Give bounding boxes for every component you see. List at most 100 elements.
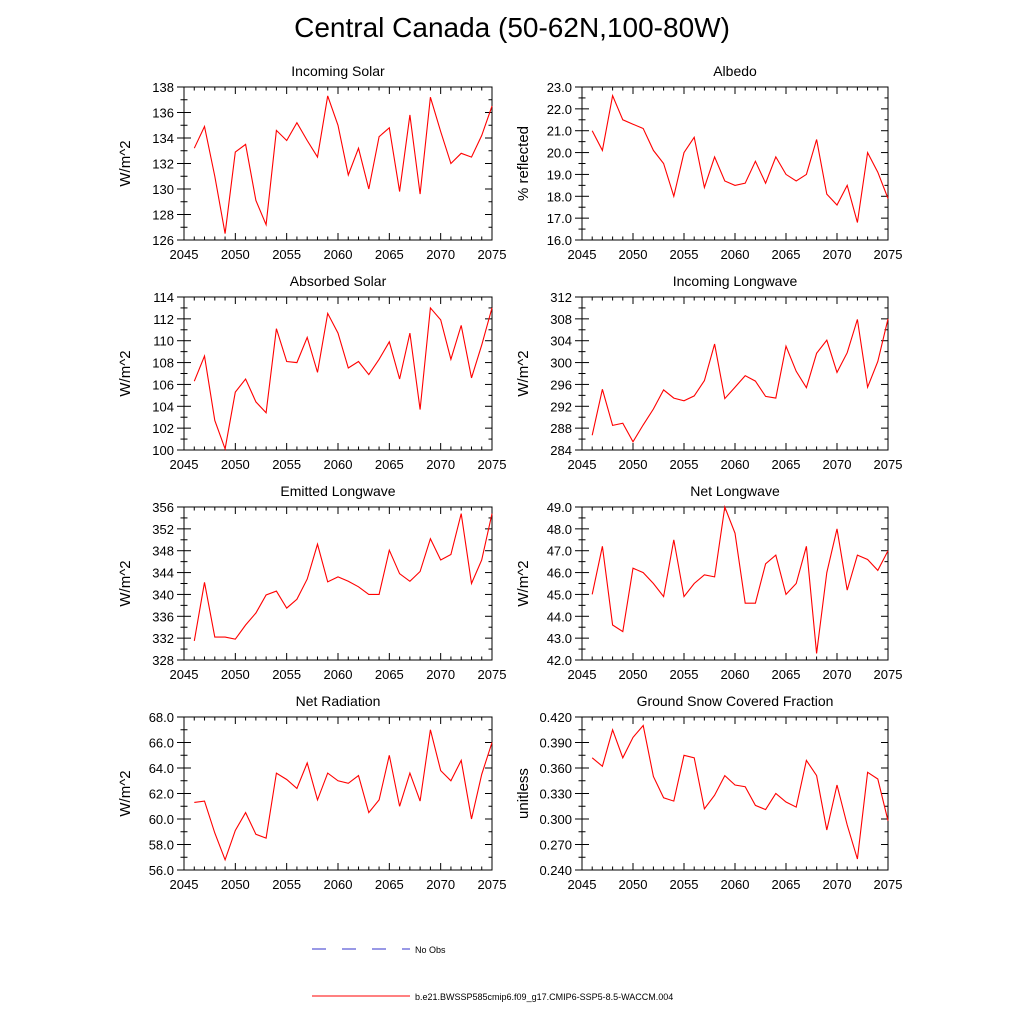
y-tick-label: 44.0	[547, 609, 572, 624]
panel-7: Ground Snow Covered Fraction unitless 2045…	[515, 693, 902, 892]
x-tick-label: 2050	[221, 457, 250, 472]
x-tick-label: 2065	[375, 247, 404, 262]
x-tick-label: 2075	[874, 457, 903, 472]
panel-title: Absorbed Solar	[290, 273, 387, 289]
x-tick-label: 2065	[772, 457, 801, 472]
x-tick-label: 2075	[478, 877, 507, 892]
y-tick-label: 0.270	[539, 838, 572, 853]
y-axis-label: W/m^2	[117, 350, 134, 396]
x-tick-label: 2065	[772, 667, 801, 682]
x-tick-label: 2070	[426, 457, 455, 472]
panel-title: Net Radiation	[296, 693, 381, 709]
y-tick-label: 68.0	[149, 710, 174, 725]
x-tick-label: 2055	[272, 877, 301, 892]
panel-1: Albedo % reflected 2045 2050 2055 2060 2065 207…	[515, 63, 902, 262]
y-tick-label: 108	[152, 356, 174, 371]
y-tick-label: 20.0	[547, 146, 572, 161]
x-tick-label: 2070	[823, 877, 852, 892]
x-tick-label: 2070	[823, 457, 852, 472]
y-tick-label: 106	[152, 377, 174, 392]
plot-frame	[183, 716, 493, 871]
plot-frame	[581, 716, 889, 871]
x-tick-label: 2050	[619, 457, 648, 472]
legend-model-label: b.e21.BWSSP585cmip6.f09_g17.CMIP6-SSP5-8…	[415, 992, 673, 1002]
y-tick-label: 19.0	[547, 167, 572, 182]
plot-frame	[183, 296, 493, 451]
series-line	[591, 504, 889, 654]
x-tick-label: 2055	[272, 667, 301, 682]
x-tick-label: 2050	[619, 247, 648, 262]
y-tick-label: 21.0	[547, 124, 572, 139]
x-tick-label: 2065	[375, 667, 404, 682]
x-tick-label: 2060	[721, 667, 750, 682]
x-tick-label: 2065	[375, 457, 404, 472]
x-tick-label: 2050	[221, 247, 250, 262]
y-tick-label: 102	[152, 421, 174, 436]
y-axis-label: W/m^2	[515, 560, 532, 606]
x-tick-label: 2060	[721, 877, 750, 892]
y-tick-label: 0.300	[539, 812, 572, 827]
y-tick-label: 344	[152, 566, 174, 581]
y-tick-label: 288	[550, 421, 572, 436]
y-tick-label: 352	[152, 522, 174, 537]
y-tick-label: 130	[152, 182, 174, 197]
series-line	[193, 513, 493, 641]
y-tick-label: 64.0	[149, 761, 174, 776]
panel-6: Net Radiation W/m^2 2045 2050 2055 2060 2065 20…	[117, 693, 506, 892]
x-tick-label: 2070	[823, 247, 852, 262]
y-tick-label: 0.420	[539, 710, 572, 725]
x-tick-label: 2050	[221, 877, 250, 892]
panel-title: Incoming Solar	[291, 63, 385, 79]
y-tick-label: 16.0	[547, 233, 572, 248]
x-tick-label: 2060	[324, 667, 353, 682]
y-tick-label: 312	[550, 290, 572, 305]
x-tick-label: 2075	[874, 667, 903, 682]
y-tick-label: 132	[152, 157, 174, 172]
y-tick-label: 340	[152, 587, 174, 602]
y-tick-label: 56.0	[149, 863, 174, 878]
y-axis-label: W/m^2	[117, 770, 134, 816]
panel-2: Absorbed Solar W/m^2 2045 2050 2055 2060 2065 2…	[117, 273, 506, 472]
y-tick-label: 292	[550, 399, 572, 414]
page-title: Central Canada (50-62N,100-80W)	[294, 12, 730, 43]
plot-frame	[183, 86, 493, 241]
panel-title: Emitted Longwave	[280, 483, 395, 499]
x-tick-label: 2045	[170, 247, 199, 262]
y-tick-label: 22.0	[547, 102, 572, 117]
series-line	[194, 729, 493, 862]
y-tick-label: 17.0	[547, 211, 572, 226]
panel-title: Albedo	[713, 63, 757, 79]
plot-frame	[183, 506, 493, 661]
y-tick-label: 284	[550, 443, 572, 458]
y-tick-label: 0.390	[539, 736, 572, 751]
x-tick-label: 2070	[426, 247, 455, 262]
x-tick-label: 2045	[170, 667, 199, 682]
x-tick-label: 2060	[324, 247, 353, 262]
x-tick-label: 2075	[478, 667, 507, 682]
y-tick-label: 62.0	[149, 787, 174, 802]
x-tick-label: 2055	[670, 247, 699, 262]
y-tick-label: 110	[153, 334, 174, 349]
x-tick-label: 2065	[772, 247, 801, 262]
series-line	[591, 724, 889, 860]
y-tick-label: 112	[153, 312, 174, 327]
y-tick-label: 0.240	[539, 863, 572, 878]
plot-frame	[581, 506, 889, 661]
x-tick-label: 2060	[721, 457, 750, 472]
y-tick-label: 126	[152, 233, 174, 248]
y-tick-label: 48.0	[547, 522, 572, 537]
x-tick-label: 2070	[426, 667, 455, 682]
y-tick-label: 58.0	[149, 838, 174, 853]
x-tick-label: 2065	[772, 877, 801, 892]
x-tick-label: 2060	[324, 457, 353, 472]
y-tick-label: 138	[152, 80, 174, 95]
x-tick-label: 2070	[823, 667, 852, 682]
y-tick-label: 136	[152, 106, 174, 121]
legend-obs-label: No Obs	[415, 945, 446, 955]
series-line	[591, 318, 889, 443]
legend: No Obs b.e21.BWSSP585cmip6.f09_g17.CMIP6…	[312, 945, 673, 1002]
y-tick-label: 46.0	[547, 566, 572, 581]
y-tick-label: 308	[550, 312, 572, 327]
y-tick-label: 49.0	[547, 500, 572, 515]
